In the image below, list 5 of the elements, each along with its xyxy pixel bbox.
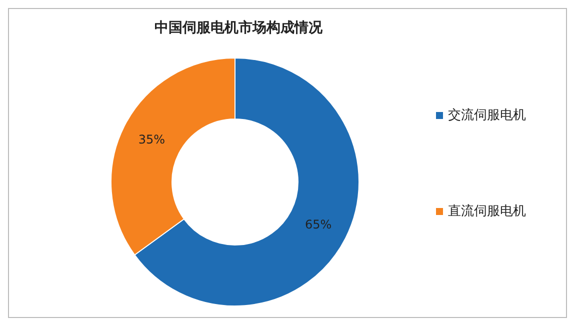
legend-label: 直流伺服电机 [447, 203, 526, 220]
legend-label: 交流伺服电机 [447, 107, 526, 124]
data-label: 35% [138, 132, 166, 147]
data-label: 65% [304, 217, 332, 232]
chart-title: 中国伺服电机市场构成情况 [154, 19, 324, 37]
